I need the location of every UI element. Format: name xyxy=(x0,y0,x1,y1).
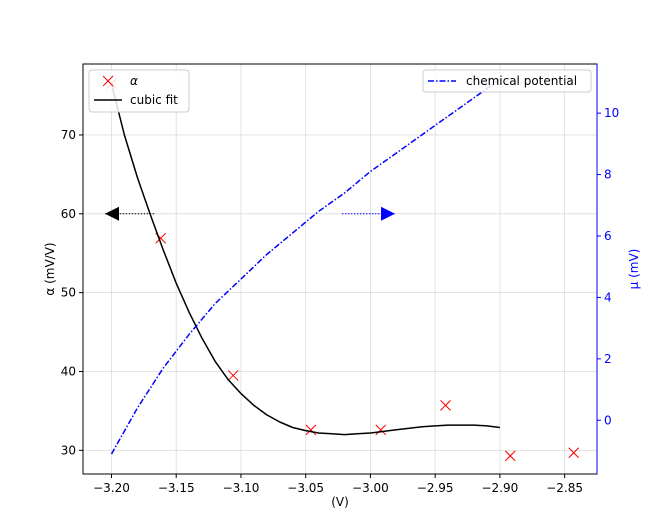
legend-right-box xyxy=(422,69,592,93)
alpha-point xyxy=(440,400,451,411)
y-right-tick-label: 0 xyxy=(604,413,612,427)
alpha-point-stroke xyxy=(227,370,239,381)
legend-alpha-marker xyxy=(102,75,114,87)
axes-frame xyxy=(82,63,598,475)
legend-chemical-potential-label: chemical potential xyxy=(466,74,577,88)
x-tick-label: −3.15 xyxy=(158,481,195,495)
x-tick-label: −2.90 xyxy=(482,481,519,495)
right-axis-arrow xyxy=(341,206,396,221)
arrow-head xyxy=(105,206,120,221)
y-right-tick-label: 10 xyxy=(604,106,619,120)
y-right-tick-label: 2 xyxy=(604,352,612,366)
alpha-point xyxy=(504,450,516,462)
chemical-potential-line xyxy=(110,78,501,455)
legend-left-box xyxy=(88,69,190,113)
alpha-point-stroke xyxy=(568,447,580,459)
legend-cubic-fit-label: cubic fit xyxy=(130,93,178,107)
ticks: −3.20 −3.15 −3.10 −3.05 −3.00 −2.95 −2.90 −2.85… xyxy=(61,106,620,495)
alpha-point-stroke xyxy=(375,424,387,436)
alpha-point xyxy=(568,447,580,459)
alpha-point-stroke xyxy=(440,400,451,411)
cubic-fit-line xyxy=(110,83,500,436)
x-tick-label: −3.10 xyxy=(223,481,260,495)
alpha-point-stroke xyxy=(504,450,516,462)
y-left-tick-label: 70 xyxy=(61,128,76,142)
y-left-tick-label: 40 xyxy=(61,365,76,379)
alpha-point-stroke xyxy=(155,232,167,244)
arrow-head xyxy=(381,206,396,221)
legend-right: chemical potential xyxy=(422,69,592,93)
legend-left: α cubic fit xyxy=(88,69,190,113)
x-axis-label: (V) xyxy=(331,495,349,509)
y-right-tick-label: 4 xyxy=(604,290,612,304)
legend-alpha-label: α xyxy=(130,74,138,88)
alpha-point xyxy=(305,424,317,436)
x-tick-label: −3.20 xyxy=(93,481,130,495)
y-left-tick-label: 50 xyxy=(61,286,76,300)
grid xyxy=(83,64,597,474)
left-axis-arrow xyxy=(105,206,155,221)
y-right-tick-label: 8 xyxy=(604,168,612,182)
x-tick-label: −2.85 xyxy=(546,481,583,495)
alpha-point-stroke xyxy=(305,424,317,436)
alpha-point xyxy=(227,370,239,381)
y-axis-label-right: μ (mV) xyxy=(627,249,641,290)
x-tick-label: −3.00 xyxy=(352,481,389,495)
y-axis-label-left: α (mV/V) xyxy=(43,242,57,295)
y-left-tick-label: 30 xyxy=(61,443,76,457)
y-right-tick-label: 6 xyxy=(604,229,612,243)
alpha-point xyxy=(375,424,387,436)
x-tick-label: −2.95 xyxy=(417,481,454,495)
y-left-tick-label: 60 xyxy=(61,207,76,221)
x-tick-label: −3.05 xyxy=(287,481,324,495)
